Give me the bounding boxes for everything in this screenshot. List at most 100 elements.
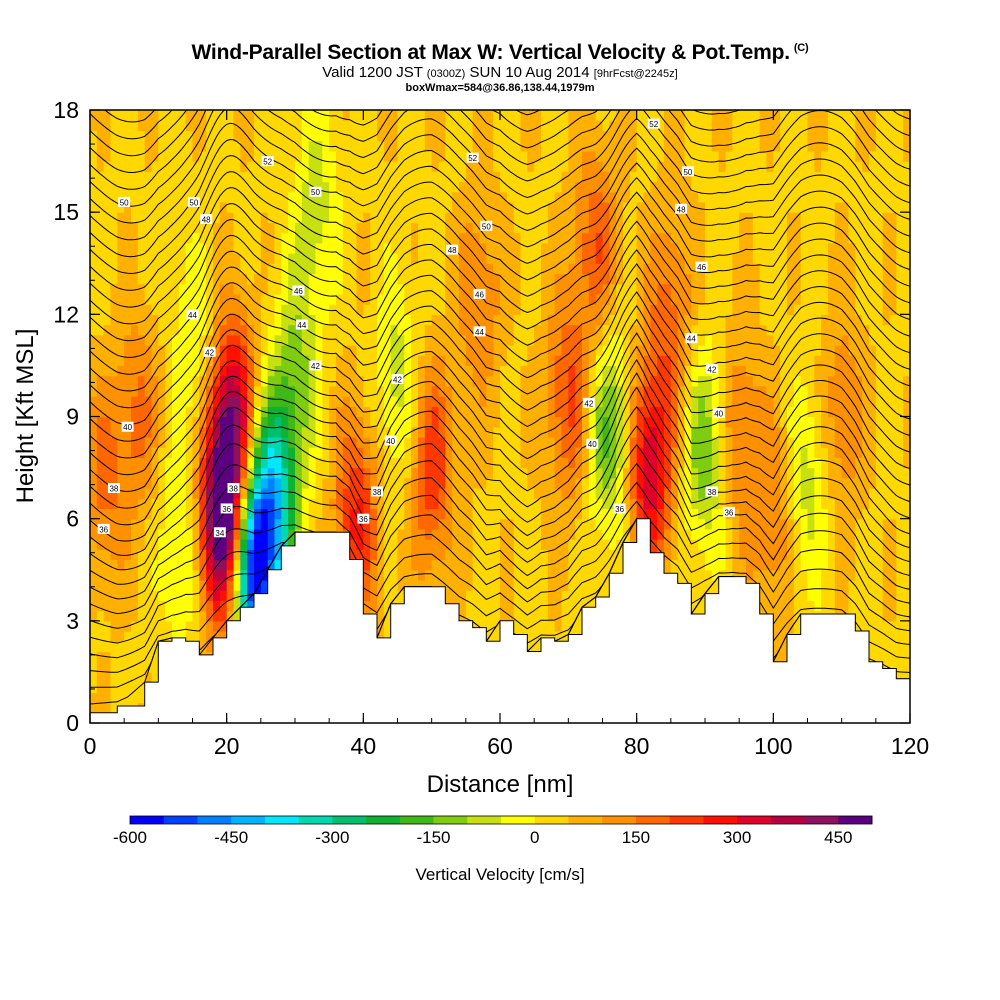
velocity-cell xyxy=(226,242,235,254)
velocity-cell xyxy=(479,549,487,561)
velocity-cell xyxy=(506,396,515,407)
velocity-cell xyxy=(336,416,344,428)
velocity-cell xyxy=(534,110,542,121)
velocity-cell xyxy=(295,293,303,305)
velocity-cell xyxy=(267,375,276,387)
velocity-cell xyxy=(377,324,385,336)
velocity-cell xyxy=(301,457,310,469)
velocity-cell xyxy=(137,263,146,275)
velocity-cell xyxy=(643,130,651,142)
velocity-cell xyxy=(342,293,351,305)
velocity-cell xyxy=(342,457,351,469)
velocity-cell xyxy=(117,498,125,510)
velocity-cell xyxy=(219,559,228,571)
velocity-cell xyxy=(281,528,289,540)
velocity-cell xyxy=(349,171,358,183)
velocity-cell xyxy=(213,304,221,315)
velocity-cell xyxy=(445,314,453,326)
velocity-cell xyxy=(295,508,303,520)
velocity-cell xyxy=(438,232,446,244)
velocity-cell xyxy=(459,273,467,285)
velocity-cell xyxy=(96,191,105,203)
velocity-cell xyxy=(110,467,118,479)
velocity-cell xyxy=(281,355,289,367)
velocity-cell xyxy=(206,610,214,622)
velocity-cell xyxy=(486,579,494,591)
valid-utc: (0300Z) xyxy=(426,68,466,80)
velocity-cell xyxy=(110,181,118,193)
velocity-cell xyxy=(110,242,118,254)
velocity-cell xyxy=(561,222,569,234)
velocity-cell xyxy=(588,150,597,162)
velocity-cell xyxy=(342,508,351,520)
velocity-cell xyxy=(575,242,583,254)
velocity-cell xyxy=(349,110,358,121)
velocity-cell xyxy=(602,181,610,193)
velocity-cell xyxy=(240,447,248,458)
velocity-cell xyxy=(397,120,405,132)
velocity-cell xyxy=(493,600,501,612)
velocity-cell xyxy=(233,518,241,530)
velocity-cell xyxy=(274,344,282,356)
velocity-cell xyxy=(336,508,344,520)
velocity-cell xyxy=(185,518,194,530)
velocity-cell xyxy=(547,396,556,407)
velocity-cell xyxy=(568,181,576,193)
velocity-cell xyxy=(370,365,378,377)
velocity-cell xyxy=(144,171,153,183)
velocity-cell xyxy=(172,426,180,438)
velocity-cell xyxy=(172,130,180,142)
velocity-cell xyxy=(418,283,426,295)
velocity-cell xyxy=(356,488,364,499)
velocity-cell xyxy=(370,263,378,275)
velocity-cell xyxy=(124,232,132,244)
velocity-cell xyxy=(520,232,528,244)
velocity-cell xyxy=(493,539,501,550)
velocity-cell xyxy=(390,110,399,121)
velocity-cell xyxy=(267,344,276,356)
velocity-cell xyxy=(479,426,487,438)
velocity-cell xyxy=(506,569,515,581)
velocity-cell xyxy=(397,334,405,346)
velocity-cell xyxy=(151,661,159,673)
velocity-cell xyxy=(465,406,474,418)
velocity-cell xyxy=(254,201,262,213)
velocity-cell xyxy=(424,283,433,295)
velocity-cell xyxy=(397,416,405,428)
velocity-cell xyxy=(588,569,597,581)
velocity-cell xyxy=(172,549,180,561)
velocity-cell xyxy=(103,477,112,489)
velocity-cell xyxy=(158,518,166,530)
velocity-cell xyxy=(390,222,399,234)
velocity-cell xyxy=(493,120,501,132)
velocity-cell xyxy=(554,436,563,448)
velocity-cell xyxy=(110,385,118,397)
velocity-cell xyxy=(479,181,487,193)
velocity-cell xyxy=(609,447,617,458)
velocity-cell xyxy=(240,539,248,550)
velocity-cell xyxy=(520,201,528,213)
velocity-cell xyxy=(424,549,433,561)
velocity-cell xyxy=(575,498,583,510)
velocity-cell xyxy=(110,191,118,203)
velocity-cell xyxy=(493,161,501,172)
velocity-cell xyxy=(151,518,159,530)
velocity-cell xyxy=(178,406,187,418)
velocity-cell xyxy=(534,263,542,275)
velocity-cell xyxy=(561,436,569,448)
velocity-cell xyxy=(370,355,378,367)
velocity-cell xyxy=(254,518,262,530)
velocity-cell xyxy=(431,426,440,438)
velocity-cell xyxy=(506,549,515,561)
velocity-cell xyxy=(554,447,563,458)
velocity-cell xyxy=(554,222,563,234)
velocity-cell xyxy=(117,559,125,571)
velocity-cell xyxy=(547,620,556,632)
velocity-cell xyxy=(418,314,426,326)
velocity-cell xyxy=(575,212,583,223)
velocity-cell xyxy=(493,293,501,305)
velocity-cell xyxy=(131,273,139,285)
velocity-cell xyxy=(342,498,351,510)
velocity-cell xyxy=(131,140,139,152)
velocity-cell xyxy=(438,569,446,581)
